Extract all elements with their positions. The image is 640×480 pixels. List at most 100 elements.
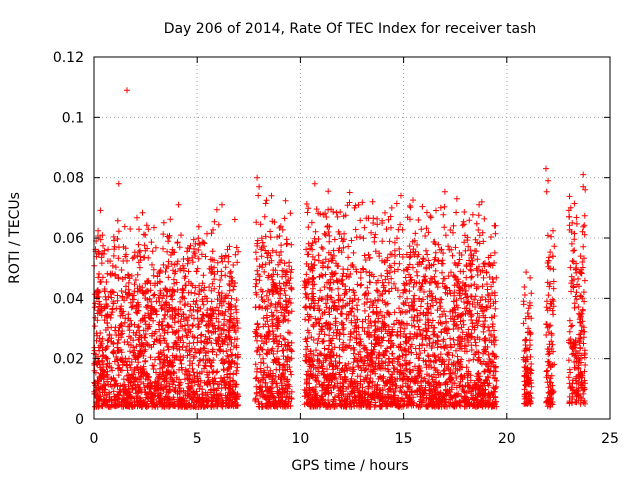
data-point: [288, 266, 295, 273]
data-point: [257, 333, 264, 340]
data-point: [108, 324, 115, 331]
data-point: [361, 307, 368, 314]
data-point: [159, 351, 166, 358]
data-point: [132, 356, 139, 363]
data-point: [130, 337, 137, 344]
data-point: [388, 204, 395, 211]
data-point: [133, 390, 140, 397]
data-point: [258, 286, 264, 293]
data-point: [281, 287, 288, 294]
data-point: [194, 304, 201, 311]
data-point: [139, 209, 146, 216]
data-point: [170, 345, 177, 351]
data-point: [195, 255, 202, 262]
data-point: [142, 394, 149, 401]
data-point: [308, 219, 315, 226]
data-point: [102, 382, 109, 389]
data-point: [142, 357, 149, 364]
data-point: [163, 368, 170, 375]
data-point: [234, 259, 241, 266]
data-point: [317, 287, 324, 294]
data-point: [194, 394, 201, 401]
data-point: [172, 312, 179, 319]
data-point: [340, 297, 347, 304]
data-point: [159, 364, 166, 371]
data-point: [122, 289, 129, 296]
data-point: [112, 377, 119, 384]
data-point: [150, 266, 157, 273]
data-point: [282, 197, 289, 204]
data-point: [173, 374, 180, 381]
data-point: [100, 242, 106, 249]
data-point: [164, 354, 171, 361]
data-points: [91, 87, 589, 410]
data-point: [152, 244, 159, 251]
data-point: [114, 217, 121, 224]
data-point: [115, 327, 122, 334]
data-point: [178, 232, 184, 239]
data-point: [142, 312, 148, 319]
data-point: [198, 338, 204, 344]
data-point: [224, 246, 231, 253]
data-point: [171, 306, 178, 313]
data-point: [468, 317, 475, 323]
data-point: [98, 307, 105, 314]
data-point: [127, 299, 134, 306]
data-point: [196, 282, 203, 289]
data-point: [125, 403, 132, 410]
data-point: [188, 345, 195, 352]
data-point: [114, 344, 121, 351]
data-point: [217, 297, 224, 304]
data-point: [201, 338, 208, 345]
data-point: [104, 313, 111, 320]
data-point: [193, 398, 200, 405]
data-point: [153, 311, 160, 318]
data-point: [400, 301, 407, 308]
data-point: [406, 202, 413, 209]
data-point: [183, 282, 189, 289]
data-point: [110, 339, 117, 346]
data-point: [197, 357, 204, 364]
data-point: [193, 268, 200, 275]
data-point: [259, 239, 266, 246]
data-point: [160, 335, 167, 342]
data-point: [410, 283, 417, 290]
data-point: [224, 352, 231, 359]
data-point: [145, 390, 152, 397]
data-point: [478, 198, 485, 205]
data-point: [444, 351, 451, 357]
data-point: [222, 384, 229, 391]
data-point: [319, 272, 326, 279]
data-point: [145, 254, 152, 261]
data-point: [115, 275, 122, 282]
data-point: [119, 330, 126, 337]
data-point: [162, 311, 169, 318]
data-point: [345, 243, 352, 250]
data-point: [252, 396, 259, 403]
data-point: [100, 376, 107, 383]
data-point: [207, 256, 214, 263]
data-point: [184, 352, 191, 359]
data-point: [114, 292, 121, 299]
data-point: [112, 403, 119, 410]
data-point: [492, 230, 499, 237]
data-point: [149, 261, 155, 268]
data-point: [195, 223, 202, 230]
data-point: [357, 275, 364, 281]
data-point: [205, 374, 212, 381]
data-point: [339, 273, 346, 280]
data-point: [261, 268, 268, 275]
data-point: [141, 370, 148, 377]
data-point: [190, 306, 197, 313]
data-point: [216, 381, 223, 388]
data-point: [189, 365, 196, 372]
data-point: [112, 272, 119, 279]
data-point: [407, 204, 414, 211]
data-point: [187, 242, 194, 249]
data-point: [171, 396, 177, 403]
data-point: [140, 231, 147, 238]
data-point: [227, 385, 234, 392]
data-point: [197, 346, 204, 353]
data-point: [117, 312, 124, 319]
data-point: [313, 206, 320, 213]
